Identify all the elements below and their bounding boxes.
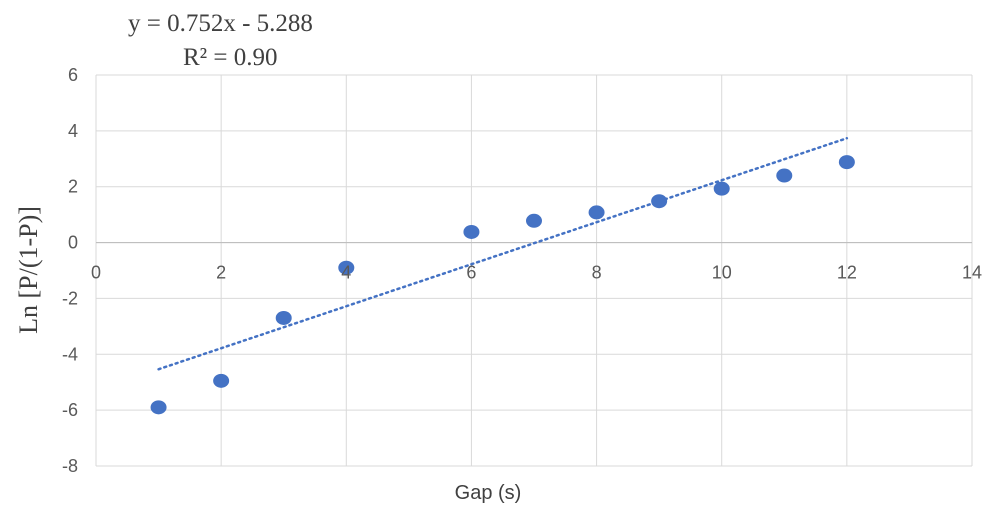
trendline: [157, 136, 849, 371]
y-tick-label: -8: [62, 456, 78, 476]
y-axis-title: Ln [P/(1-P)]: [14, 206, 43, 334]
y-tick-label: 2: [68, 177, 78, 197]
data-point: [213, 373, 230, 388]
trendline-r-squared: R² = 0.90: [183, 44, 278, 71]
y-tick-label: 6: [68, 65, 78, 85]
data-point: [651, 194, 668, 209]
y-tick-label: -6: [62, 400, 78, 420]
x-tick-label: 10: [712, 263, 732, 283]
y-tick-label: 4: [68, 121, 78, 141]
data-point: [838, 155, 855, 170]
data-point: [776, 168, 793, 183]
trendline-group: [157, 136, 849, 371]
data-points: [150, 155, 855, 415]
tick-labels: -8 -6 -4 -2 0 2 4 6 0 2 4 6 8 10 12 14: [62, 65, 982, 476]
data-point: [275, 310, 292, 325]
y-tick-label: -2: [62, 288, 78, 308]
x-tick-label: 4: [341, 263, 351, 283]
x-tick-label: 6: [466, 263, 476, 283]
x-tick-label: 0: [91, 263, 101, 283]
x-tick-label: 14: [962, 263, 982, 283]
x-tick-label: 12: [837, 263, 857, 283]
y-tick-label: -4: [62, 344, 78, 364]
data-point: [588, 205, 605, 220]
data-point: [338, 260, 355, 275]
data-point: [526, 213, 542, 228]
x-tick-label: 8: [592, 263, 602, 283]
data-point: [713, 181, 730, 196]
y-tick-label: 0: [68, 233, 78, 253]
data-point: [463, 224, 480, 239]
data-point: [150, 400, 167, 415]
trendline-equation: y = 0.752x - 5.288: [128, 10, 313, 37]
x-axis-title: Gap (s): [455, 482, 522, 504]
x-tick-label: 2: [216, 263, 226, 283]
